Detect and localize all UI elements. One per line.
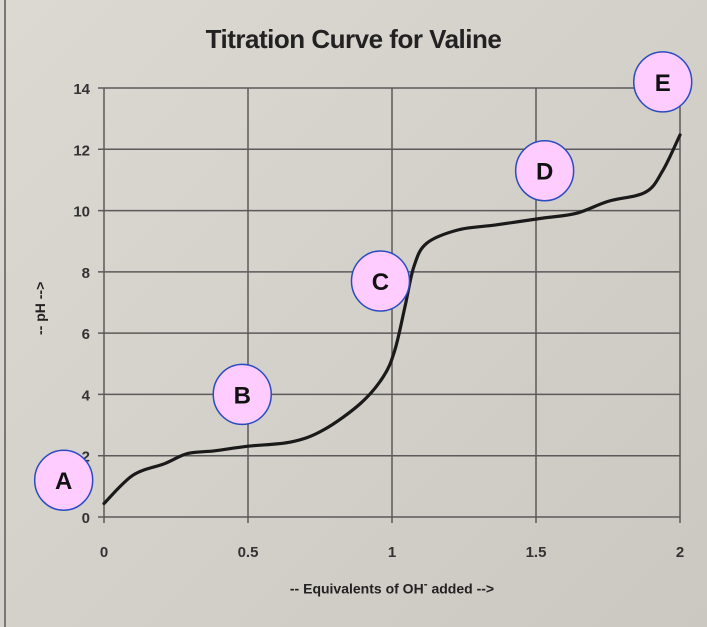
y-tick-label: 6: [82, 326, 90, 343]
chart-title: Titration Curve for Valine: [205, 24, 502, 54]
point-marker-a: [33, 449, 94, 511]
x-tick-label: 0: [100, 544, 108, 561]
point-label-b: B: [234, 382, 251, 409]
point-label-a: A: [55, 468, 72, 495]
y-axis-label: -- pH -->: [32, 281, 48, 335]
y-tick-label: 12: [73, 142, 90, 159]
y-tick-label: 4: [82, 387, 91, 404]
point-label-c: C: [372, 269, 389, 296]
x-tick-label: 1.5: [526, 544, 547, 561]
y-tick-label: 10: [73, 204, 90, 221]
point-marker-e: [632, 51, 693, 113]
y-tick-label: 8: [82, 265, 90, 282]
point-label-d: D: [536, 159, 553, 186]
y-tick-label: 0: [82, 510, 90, 527]
y-tick-label: 14: [73, 81, 90, 98]
titration-curve-line: [102, 133, 682, 506]
x-axis-label-superscript: -: [423, 578, 428, 591]
x-axis-label: -- Equivalents of OH- added -->: [104, 578, 680, 597]
x-axis-label-main: -- Equivalents of OH: [289, 580, 424, 597]
y-tick-label: 2: [82, 449, 90, 466]
x-tick-label: 2: [676, 544, 684, 561]
x-axis-label-suffix: added -->: [427, 580, 495, 597]
point-marker-d: [514, 139, 575, 202]
point-label-e: E: [655, 70, 671, 97]
point-marker-b: [212, 363, 272, 426]
x-tick-label: 0.5: [238, 544, 259, 561]
page-edge: [4, 0, 6, 627]
point-marker-c: [350, 250, 411, 312]
x-tick-label: 1: [388, 544, 396, 561]
